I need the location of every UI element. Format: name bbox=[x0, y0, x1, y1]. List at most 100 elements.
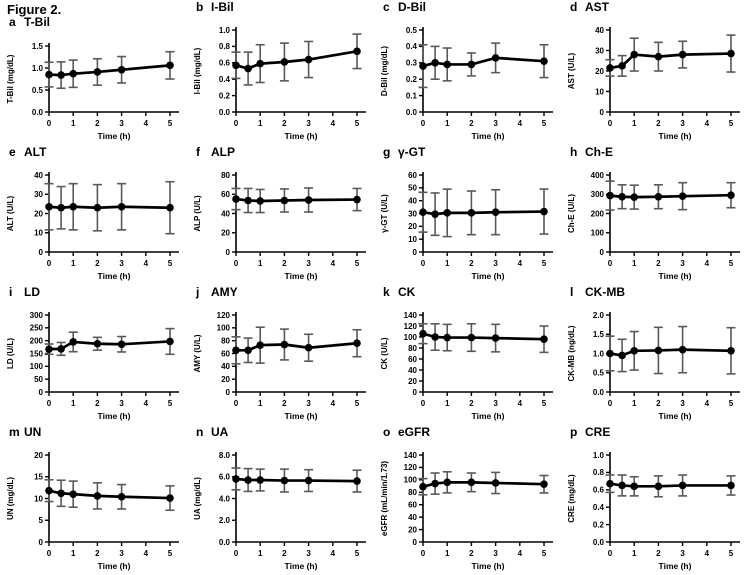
data-point bbox=[491, 479, 500, 487]
x-tick-label: 2 bbox=[656, 119, 661, 128]
y-axis-label: UN (mg/dL) bbox=[6, 477, 15, 520]
y-tick-label: 0.0 bbox=[32, 108, 44, 117]
y-axis-label: γ-GT (U/L) bbox=[380, 194, 389, 233]
data-point bbox=[431, 479, 439, 488]
y-tick-label: 0.5 bbox=[32, 86, 44, 95]
y-tick-label: 140 bbox=[404, 451, 418, 460]
data-point bbox=[491, 208, 500, 217]
x-axis-label: Time (h) bbox=[285, 131, 318, 141]
panel-title: T-Bil bbox=[24, 15, 50, 29]
y-tick-label: 120 bbox=[404, 463, 418, 472]
data-point bbox=[256, 341, 264, 349]
data-point bbox=[256, 197, 264, 205]
x-tick-label: 2 bbox=[469, 399, 474, 408]
y-tick-label: 40 bbox=[408, 513, 417, 522]
y-tick-label: 60 bbox=[408, 355, 417, 364]
y-tick-label: 140 bbox=[404, 311, 418, 320]
data-point bbox=[45, 345, 53, 353]
panel-b-ibil: b I-Bil 0.0 0.2 0.4 0.6 0.8 1.0 0 1 2 3 4 5 I-Bil (mg/… bbox=[188, 0, 375, 145]
y-tick-label: 1.5 bbox=[593, 330, 605, 339]
x-tick-label: 4 bbox=[518, 119, 523, 128]
panel-title: CRE bbox=[585, 425, 610, 439]
panel-e-alt: e ALT 0 10 20 30 40 0 1 2 3 4 5 ALT (U/L) Time (h) bbox=[1, 145, 188, 285]
data-point bbox=[353, 339, 361, 348]
x-axis-label: Time (h) bbox=[98, 561, 131, 571]
x-tick-label: 1 bbox=[632, 549, 637, 558]
data-point bbox=[467, 478, 476, 487]
data-point bbox=[57, 489, 65, 498]
panel-title: eGFR bbox=[398, 425, 430, 439]
x-tick-label: 2 bbox=[282, 549, 287, 558]
chart-canvas: d AST 0 10 20 30 40 0 1 2 3 4 5 AST (U/L) Time (h) bbox=[567, 0, 740, 141]
y-tick-label: 4.0 bbox=[219, 494, 231, 503]
x-tick-label: 2 bbox=[95, 119, 100, 128]
data-point bbox=[244, 196, 252, 205]
x-tick-label: 5 bbox=[168, 119, 173, 128]
figure-title: Figure 2. bbox=[7, 2, 62, 17]
y-tick-label: 0 bbox=[413, 248, 418, 257]
data-point bbox=[45, 70, 53, 79]
data-point bbox=[166, 61, 174, 70]
data-point bbox=[678, 50, 687, 59]
y-tick-label: 20 bbox=[408, 525, 417, 534]
data-point bbox=[57, 71, 65, 79]
data-point bbox=[630, 193, 638, 201]
chart-canvas: n UA 0.0 2.0 4.0 6.0 8.0 0 1 2 3 4 5 UA (mg/dL) Time (… bbox=[193, 425, 366, 571]
y-tick-label: 0.8 bbox=[593, 468, 605, 477]
x-axis-label: Time (h) bbox=[659, 411, 692, 421]
y-axis-label: UA (mg/dL) bbox=[193, 477, 202, 520]
x-tick-label: 2 bbox=[656, 399, 661, 408]
y-tick-label: 2.0 bbox=[219, 516, 231, 525]
y-tick-label: 10 bbox=[34, 494, 43, 503]
data-point bbox=[630, 347, 638, 355]
y-tick-label: 150 bbox=[30, 349, 44, 358]
x-tick-label: 1 bbox=[71, 399, 76, 408]
y-tick-label: 0.5 bbox=[406, 26, 418, 35]
y-tick-label: 40 bbox=[221, 362, 230, 371]
x-tick-label: 3 bbox=[306, 259, 311, 268]
x-tick-label: 2 bbox=[95, 399, 100, 408]
x-tick-label: 5 bbox=[168, 259, 173, 268]
x-tick-label: 3 bbox=[680, 549, 685, 558]
panel-m-un: m UN 0 5 10 15 20 0 1 2 3 4 5 UN (mg/dL) Time (h) bbox=[1, 425, 188, 575]
data-point bbox=[727, 481, 735, 490]
data-point bbox=[353, 477, 361, 485]
x-tick-label: 5 bbox=[542, 259, 547, 268]
y-tick-label: 40 bbox=[34, 171, 43, 180]
y-tick-label: 0.0 bbox=[219, 538, 231, 547]
data-point bbox=[727, 49, 735, 58]
x-tick-label: 4 bbox=[144, 549, 149, 558]
panel-letter: c bbox=[383, 0, 390, 14]
data-point bbox=[280, 196, 289, 205]
y-tick-label: 0 bbox=[39, 388, 44, 397]
data-point bbox=[304, 343, 313, 352]
y-tick-label: 60 bbox=[221, 349, 230, 358]
y-tick-label: 1.5 bbox=[32, 42, 44, 51]
y-tick-label: 0 bbox=[226, 248, 231, 257]
x-tick-label: 0 bbox=[47, 399, 52, 408]
y-tick-label: 30 bbox=[34, 190, 43, 199]
data-point bbox=[69, 338, 77, 346]
data-line bbox=[234, 341, 359, 352]
x-tick-label: 1 bbox=[258, 119, 263, 128]
x-tick-label: 3 bbox=[306, 119, 311, 128]
data-point bbox=[93, 492, 102, 500]
x-tick-label: 0 bbox=[47, 119, 52, 128]
chart-canvas: p CRE 0.0 0.2 0.4 0.6 0.8 1.0 0 1 2 3 4 5 CRE (mg/dL) T… bbox=[567, 425, 740, 571]
y-tick-label: 120 bbox=[404, 322, 418, 331]
panel-f-alp: f ALP 0 20 40 60 80 0 1 2 3 4 5 ALP (U/L) Time (h) bbox=[188, 145, 375, 285]
data-line bbox=[608, 52, 733, 70]
y-axis-label: CK (U/L) bbox=[380, 337, 389, 369]
data-point bbox=[654, 52, 663, 61]
x-tick-label: 1 bbox=[258, 399, 263, 408]
y-tick-label: 0.0 bbox=[219, 108, 231, 117]
y-axis-label: AMY (U/L) bbox=[193, 334, 202, 372]
x-tick-label: 0 bbox=[234, 259, 239, 268]
y-tick-label: 1.0 bbox=[219, 26, 231, 35]
y-axis-label: ALT (U/L) bbox=[6, 195, 15, 231]
data-point bbox=[467, 60, 476, 69]
data-point bbox=[166, 337, 174, 346]
y-tick-label: 100 bbox=[404, 476, 418, 485]
